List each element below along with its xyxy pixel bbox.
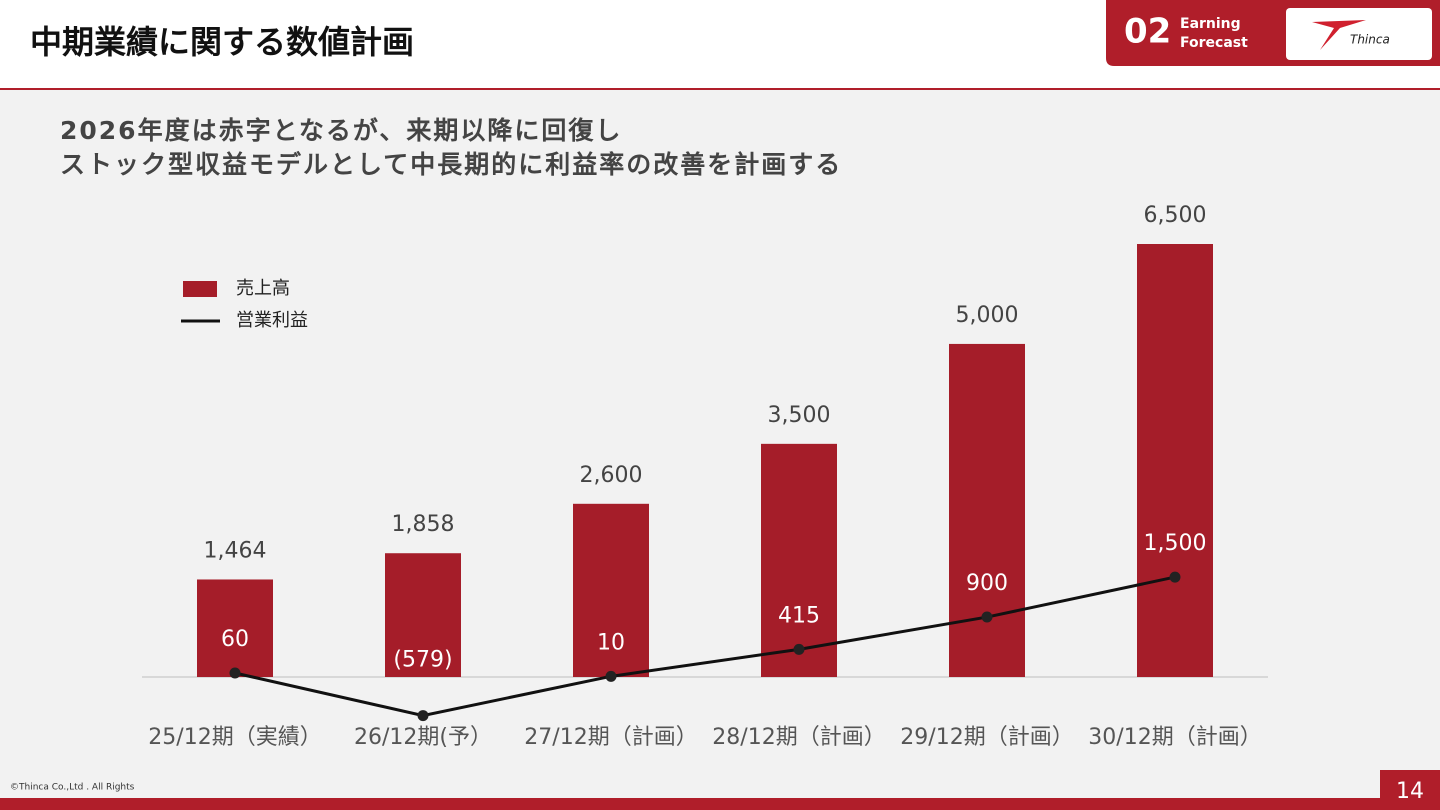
footer-bar xyxy=(0,798,1380,810)
bar xyxy=(197,579,273,677)
line-value-label: 900 xyxy=(966,571,1008,596)
line-point xyxy=(417,710,429,722)
line-value-label: 10 xyxy=(597,630,625,655)
bar xyxy=(761,443,837,677)
line-point xyxy=(981,611,993,623)
x-tick-label: 28/12期（計画） xyxy=(712,725,885,750)
header-rule xyxy=(0,88,1440,90)
line-point xyxy=(229,667,241,679)
section-number: 02 xyxy=(1124,12,1171,52)
bar xyxy=(949,343,1025,677)
line-point xyxy=(605,670,617,682)
bar-value-label: 6,500 xyxy=(1144,203,1207,228)
bar-value-label: 1,464 xyxy=(204,538,267,563)
line-value-label: 60 xyxy=(221,627,249,652)
bar-value-label: 1,858 xyxy=(392,512,455,537)
bar xyxy=(385,553,461,677)
section-label: Forecast xyxy=(1180,35,1248,51)
line-value-label: 1,500 xyxy=(1144,531,1207,556)
bar xyxy=(1137,244,1213,677)
legend-label: 売上高 xyxy=(236,278,290,299)
legend-swatch xyxy=(183,281,217,297)
line-value-label: 415 xyxy=(778,603,820,628)
x-tick-label: 26/12期(予） xyxy=(354,725,492,750)
line-point xyxy=(793,643,805,655)
bar-value-label: 5,000 xyxy=(956,303,1019,328)
line xyxy=(234,575,1176,718)
logo-text: Thinca xyxy=(1350,33,1390,47)
logo-mark xyxy=(1312,20,1366,50)
x-tick-label: 30/12期（計画） xyxy=(1088,725,1261,750)
line-point xyxy=(1169,571,1181,583)
page-number: 14 xyxy=(1396,779,1424,804)
x-tick-label: 29/12期（計画） xyxy=(900,725,1073,750)
copyright: ©Thinca Co.,Ltd . All Rights xyxy=(10,783,135,793)
x-tick-label: 25/12期（実績） xyxy=(148,725,321,750)
x-tick-label: 27/12期（計画） xyxy=(524,725,697,750)
legend-label: 営業利益 xyxy=(236,310,308,331)
bar xyxy=(573,503,649,677)
section-label: Earning xyxy=(1180,16,1241,32)
headline: 2026年度は赤字となるが、来期以降に回復し xyxy=(60,116,622,145)
headline: ストック型収益モデルとして中長期的に利益率の改善を計画する xyxy=(60,150,842,179)
bar-value-label: 3,500 xyxy=(768,403,831,428)
page-title: 中期業績に関する数値計画 xyxy=(30,23,414,61)
line-value-label: (579) xyxy=(393,648,452,673)
plot: 25/12期（実績） 26/12期(予） 27/12期（計画） 28/12期（計画） 2… xyxy=(148,203,1261,750)
bar-value-label: 2,600 xyxy=(580,463,643,488)
page-tab xyxy=(1380,770,1440,810)
